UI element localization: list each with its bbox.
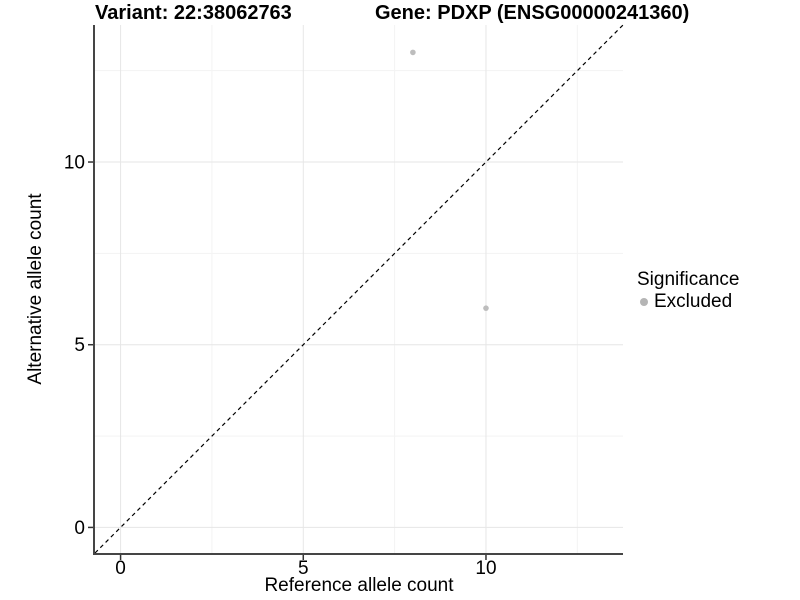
data-point xyxy=(483,305,489,311)
plot-title-variant: Variant: 22:38062763 xyxy=(95,2,292,24)
identity-line xyxy=(94,24,624,554)
y-tick-label: 10 xyxy=(64,153,85,174)
plot-title-gene: Gene: PDXP (ENSG00000241360) xyxy=(375,2,690,24)
legend: Significance Excluded xyxy=(637,270,739,312)
legend-point-icon xyxy=(640,298,648,306)
legend-item-label: Excluded xyxy=(654,291,733,312)
y-axis-title: Alternative allele count xyxy=(25,193,46,385)
x-tick-label: 5 xyxy=(298,558,309,579)
x-axis-title: Reference allele count xyxy=(264,575,454,596)
y-tick-label: 5 xyxy=(74,335,85,356)
y-tick-label: 0 xyxy=(74,518,85,539)
data-point xyxy=(410,49,416,56)
legend-item-excluded: Excluded xyxy=(637,292,739,312)
x-tick-label: 10 xyxy=(475,558,496,579)
x-tick-label: 0 xyxy=(115,558,126,579)
legend-title: Significance xyxy=(637,269,740,290)
